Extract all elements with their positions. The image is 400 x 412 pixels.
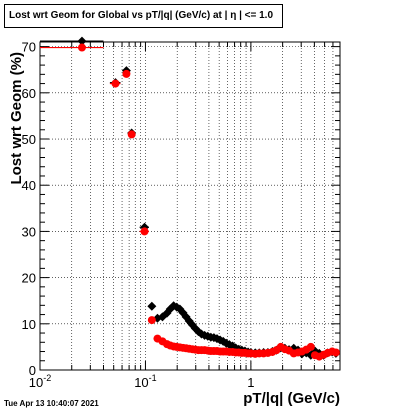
y-tick-label: 50 [22,132,36,147]
data-point-red [122,69,131,78]
data-point-red [140,227,149,236]
y-axis-label: Lost wrt Geom (%) [8,52,25,185]
y-tick-label: 30 [22,224,36,239]
data-point-red [127,130,136,139]
y-tick-label: 0 [29,363,36,378]
chart-title: Lost wrt Geom for Global vs pT/|q| (GeV/… [4,4,283,28]
plot-frame [39,41,341,371]
x-axis-label: pT/|q| (GeV/c) [243,390,340,407]
y-tick-label: 70 [22,40,36,55]
data-point-red [147,316,156,325]
data-point-black [77,36,87,46]
x-tick-label: 1 [247,375,254,390]
y-tick-label: 10 [22,317,36,332]
data-point-red [331,348,340,357]
y-tick-label: 20 [22,271,36,286]
data-point-red [77,43,86,52]
y-tick-label: 60 [22,86,36,101]
y-tick-label: 40 [22,178,36,193]
timestamp: Tue Apr 13 10:40:07 2021 [4,399,99,408]
x-tick-label: 10-2 [29,373,51,390]
data-point-red [306,342,315,351]
data-point-red [111,79,120,88]
x-tick-label: 10-1 [134,373,156,390]
data-point-black [147,301,157,311]
